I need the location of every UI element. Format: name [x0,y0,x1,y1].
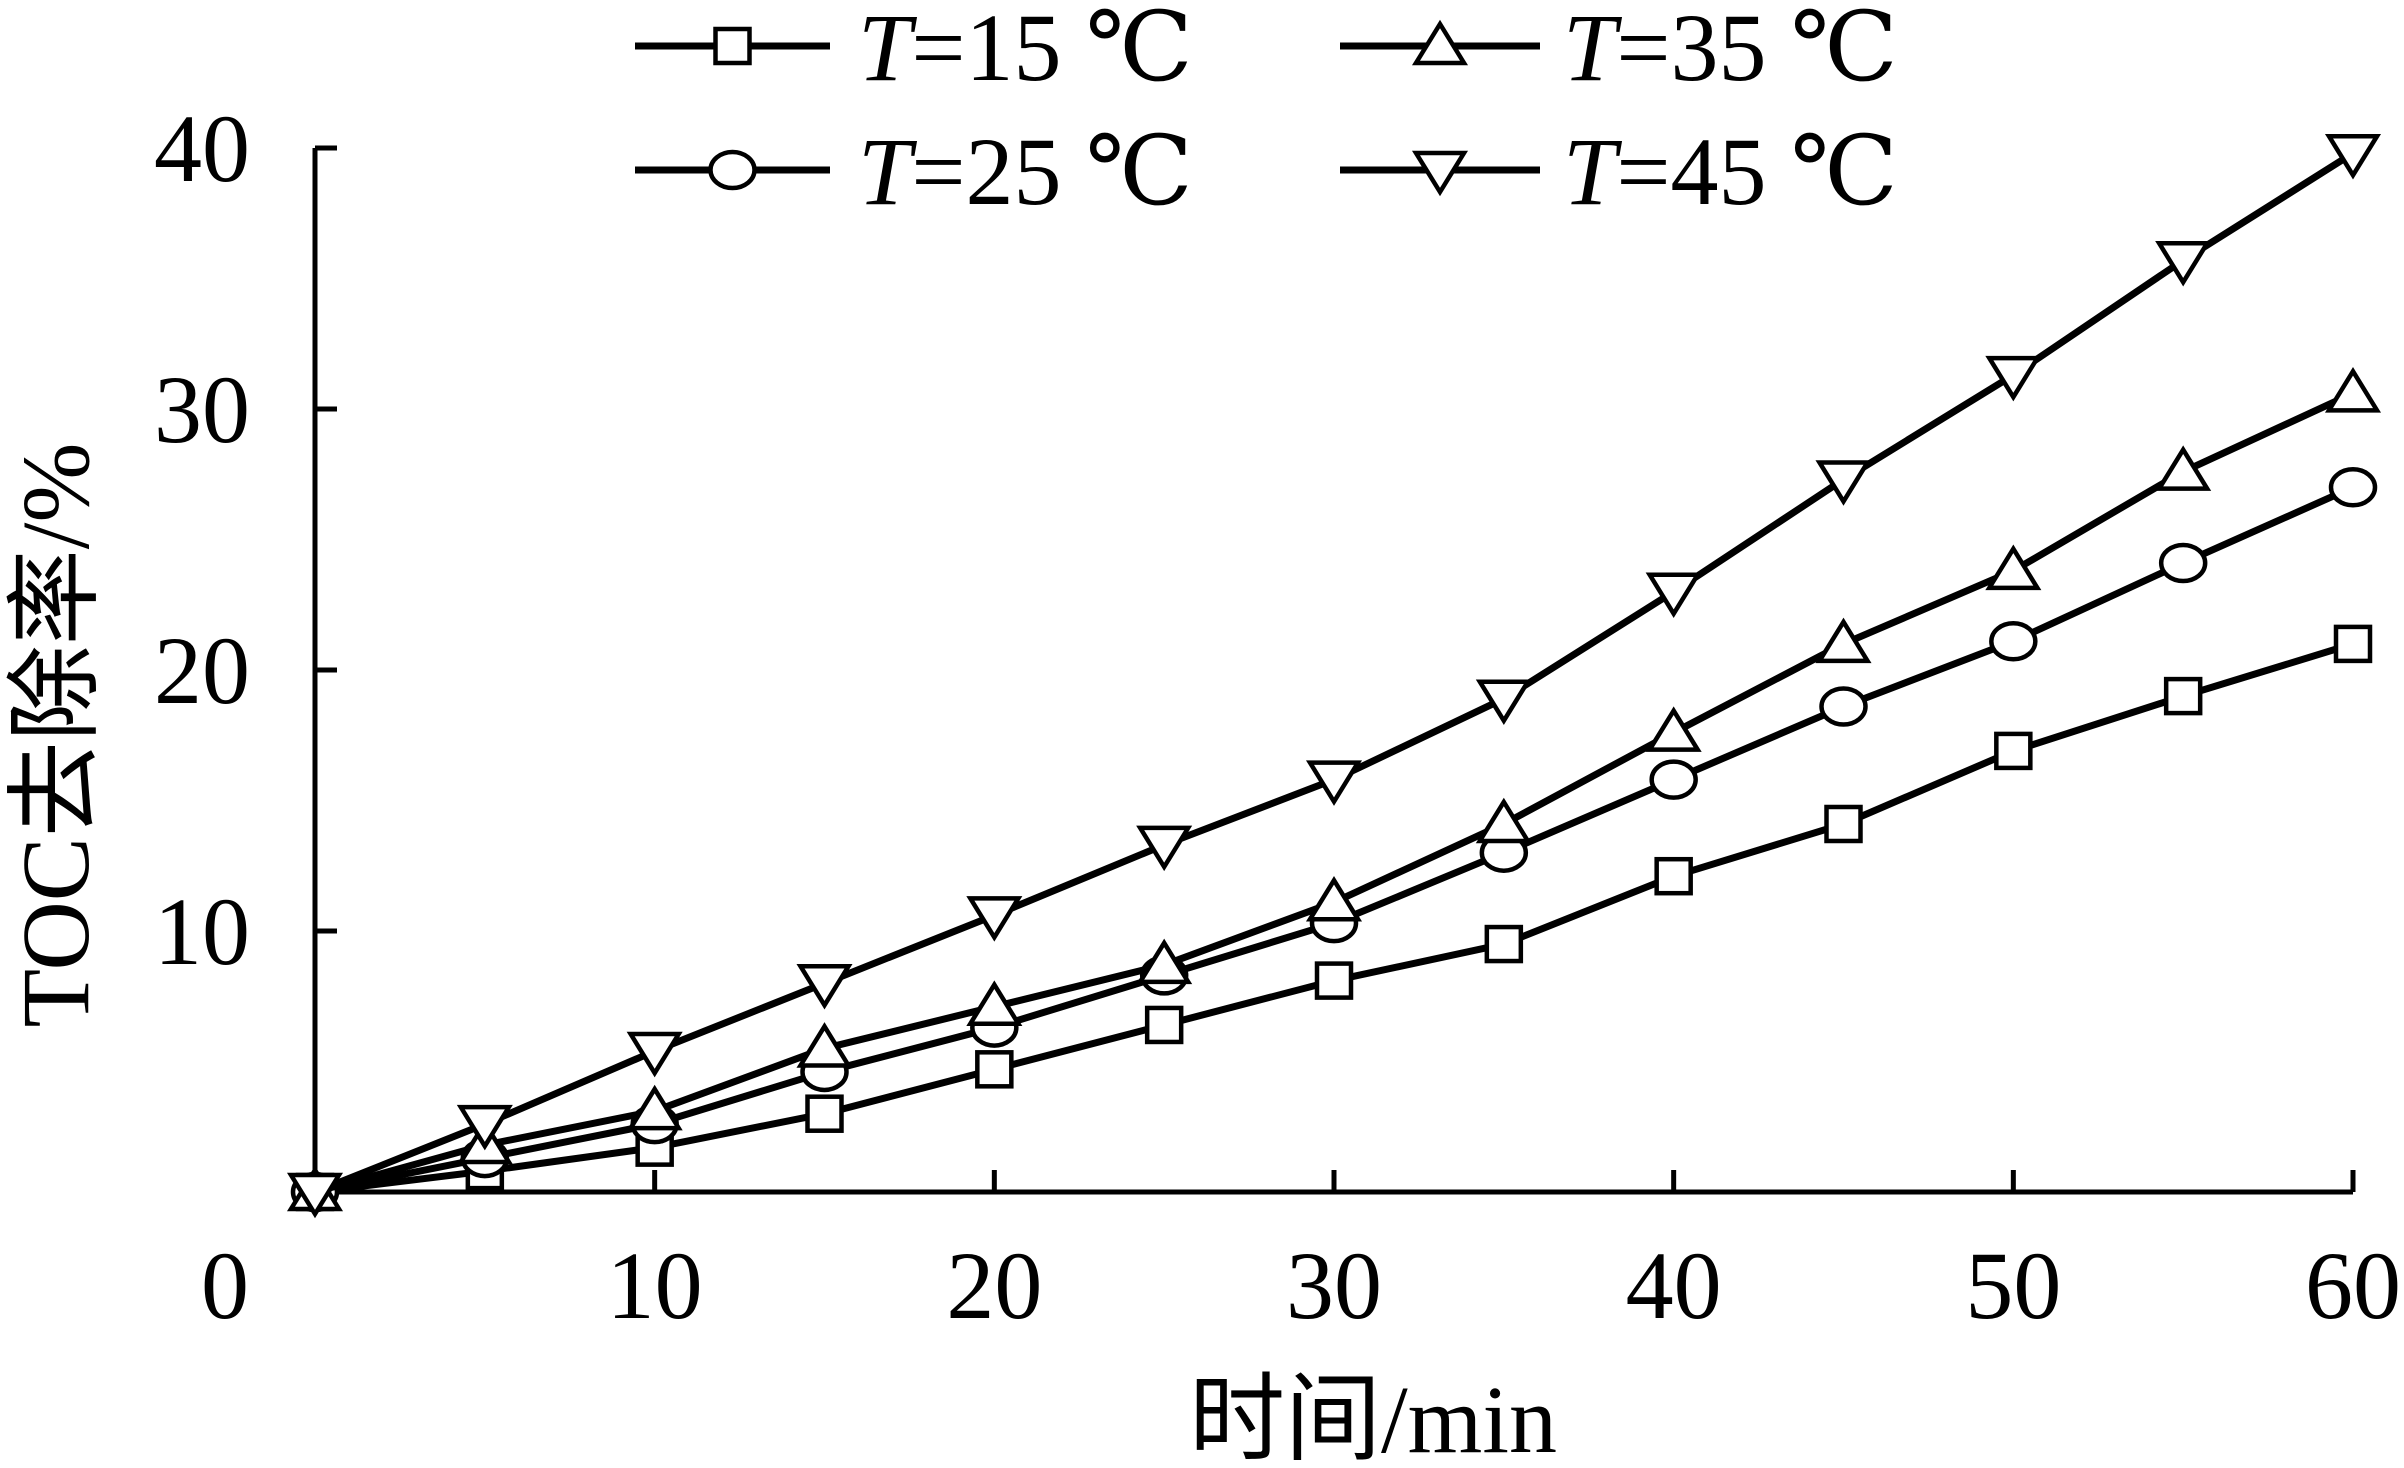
data-point [1989,621,2038,662]
data-point [626,1084,683,1131]
legend-marker [1411,150,1469,197]
data-point [2155,445,2212,491]
data-point [1475,797,1532,844]
series-line [314,484,2355,1196]
data-point [1654,856,1693,896]
x-tick-label: 30 [1286,1232,1382,1339]
data-point [626,1031,683,1078]
data-point [1484,924,1524,964]
legend-item-4: T=45 ℃ [1340,118,1898,225]
data-point [1136,825,1193,872]
series-group [286,133,2382,1219]
data-point [286,1172,344,1219]
data-point [1305,875,1363,922]
legend-marker [708,149,757,191]
x-tick-label: 40 [1626,1232,1722,1339]
legend-label: T=25 ℃ [858,118,1193,225]
legend-label: T=45 ℃ [1563,118,1898,225]
data-point [1985,544,2042,591]
data-point [966,980,1023,1026]
legend-marker [713,26,752,66]
data-point [796,963,853,1010]
data-point [1645,706,1702,752]
data-point [1824,804,1863,844]
data-point [2324,367,2382,413]
data-point [1305,760,1363,806]
data-point [2328,467,2378,508]
y-tick-label: 10 [154,878,250,985]
data-point [1136,938,1193,985]
x-tick-label: 60 [2305,1232,2401,1339]
data-point [975,1050,1014,1089]
y-tick-label: 30 [154,356,250,463]
legend: T=15 ℃ T=25 ℃ T=35 ℃ T=45 ℃ [635,0,1898,225]
data-point [1645,572,1702,618]
data-point [2324,133,2382,180]
y-tick-label: 20 [154,617,250,724]
data-point [1144,1005,1184,1045]
data-point [1994,731,2033,771]
y-tick-label: 40 [154,95,250,202]
data-point [2333,624,2373,664]
series-line [313,150,2355,1196]
data-point [966,896,1023,942]
series-2 [290,467,2378,1213]
axes: 0 10 20 30 40 50 60 10 20 30 40 [154,95,2401,1339]
legend-label: T=35 ℃ [1563,0,1898,101]
data-point [1819,686,1868,727]
data-point [1815,460,1872,506]
data-point [805,1094,844,1133]
y-axis-label: TOC去除率/% [2,443,109,1028]
x-tick-label: 10 [607,1232,703,1339]
series-4 [286,133,2382,1219]
data-point [2163,676,2203,716]
x-axis-label: 时间/min [1189,1366,1557,1468]
data-point [796,1022,853,1068]
data-point [1475,679,1532,726]
x-tick-label: 20 [946,1232,1042,1339]
data-point [456,1104,513,1151]
series-3 [286,367,2382,1212]
data-point [2158,542,2208,584]
data-point [1649,759,1698,800]
data-point [2155,240,2212,287]
legend-item-2: T=25 ℃ [635,118,1193,225]
x-tick-label: 0 [201,1232,249,1339]
legend-label: T=15 ℃ [858,0,1193,101]
data-point [1815,617,1872,664]
data-point [1314,961,1354,1000]
legend-item-3: T=35 ℃ [1340,0,1898,101]
x-tick-label: 50 [1965,1232,2061,1339]
legend-marker [1411,19,1469,66]
legend-item-1: T=15 ℃ [635,0,1193,101]
data-point [1985,355,2042,402]
